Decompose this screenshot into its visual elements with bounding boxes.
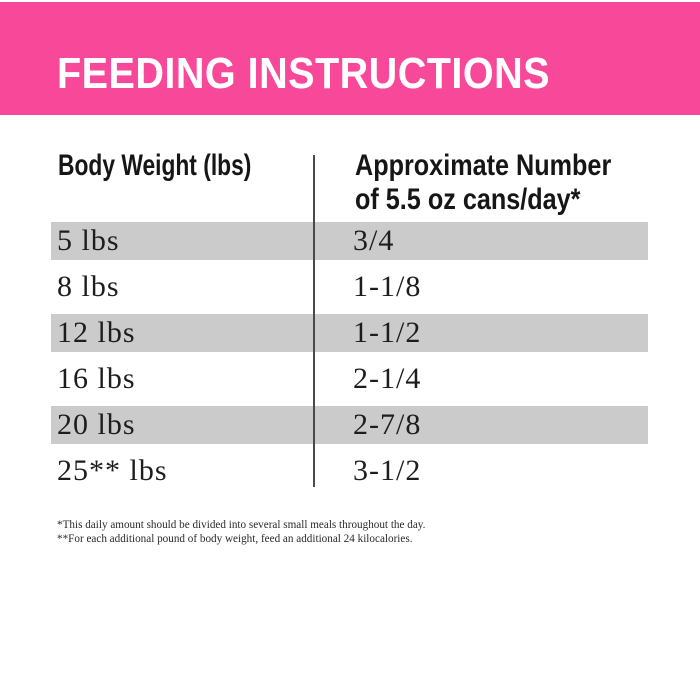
- table-row: 20 lbs 2-7/8: [51, 402, 648, 448]
- footnote-additional-weight: **For each additional pound of body weig…: [57, 531, 413, 545]
- column-header-cans-line1: Approximate Number: [355, 149, 612, 182]
- cans-per-day-cell: 3-1/2: [353, 454, 422, 487]
- page-title: FEEDING INSTRUCTIONS: [57, 49, 551, 98]
- body-weight-cell: 12 lbs: [57, 316, 136, 349]
- table-row: 16 lbs 2-1/4: [51, 356, 648, 402]
- banner: FEEDING INSTRUCTIONS: [0, 2, 700, 115]
- body-weight-cell: 8 lbs: [57, 270, 120, 303]
- table-row: 25** lbs 3-1/2: [51, 448, 648, 494]
- table-row: 5 lbs 3/4: [51, 218, 648, 264]
- cans-per-day-cell: 2-7/8: [353, 408, 422, 441]
- cans-per-day-cell: 1-1/8: [353, 270, 422, 303]
- feeding-table: 5 lbs 3/4 8 lbs 1-1/8 12 lbs 1-1/2 16 lb…: [51, 218, 648, 494]
- body-weight-cell: 16 lbs: [57, 362, 136, 395]
- table-row: 12 lbs 1-1/2: [51, 310, 648, 356]
- cans-per-day-cell: 1-1/2: [353, 316, 422, 349]
- body-weight-cell: 20 lbs: [57, 408, 136, 441]
- cans-per-day-cell: 3/4: [353, 224, 395, 257]
- column-divider-line: [313, 155, 315, 487]
- footnote-daily-amount: *This daily amount should be divided int…: [57, 517, 426, 531]
- cans-per-day-cell: 2-1/4: [353, 362, 422, 395]
- body-weight-cell: 25** lbs: [57, 454, 168, 487]
- column-header-cans-per-day: Approximate Number of 5.5 oz cans/day*: [355, 149, 611, 217]
- column-header-cans-line2: of 5.5 oz cans/day*: [355, 183, 581, 216]
- footnotes: *This daily amount should be divided int…: [57, 517, 425, 545]
- body-weight-cell: 5 lbs: [57, 224, 120, 257]
- table-row: 8 lbs 1-1/8: [51, 264, 648, 310]
- column-header-body-weight: Body Weight (lbs): [58, 149, 252, 182]
